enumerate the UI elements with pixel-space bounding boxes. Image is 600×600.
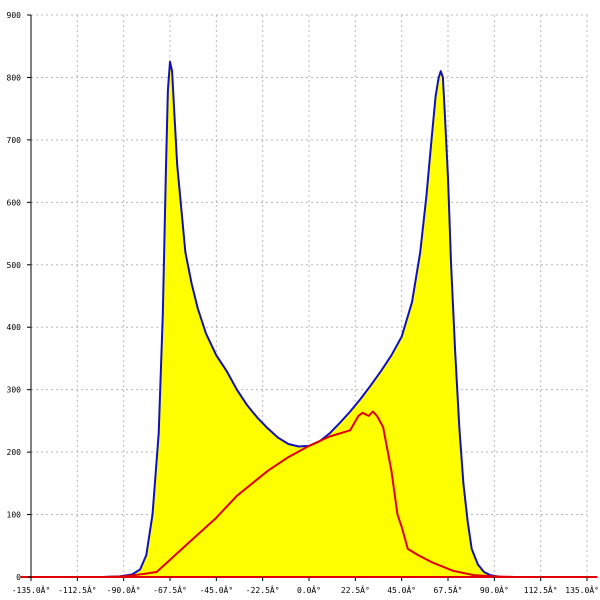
y-tick-label-9: 900 xyxy=(7,11,22,20)
x-tick-label-9: 67.5Â° xyxy=(434,584,463,595)
x-tick-label-10: 90.0Â° xyxy=(480,584,509,595)
series-layer xyxy=(20,60,598,578)
series-0-area xyxy=(103,61,515,578)
series-1-line xyxy=(103,410,515,578)
x-tick-label-2: -90.0Â° xyxy=(107,584,141,595)
y-tick-label-0: 0 xyxy=(16,573,21,582)
y-tick-label-3: 300 xyxy=(7,386,22,395)
y-tick-label-1: 100 xyxy=(7,511,22,520)
x-tick-label-3: -67.5Â° xyxy=(153,584,187,595)
x-tick-label-6: 0.0Â° xyxy=(297,584,321,595)
x-tick-label-5: -22.5Â° xyxy=(246,584,280,595)
y-tick-label-6: 600 xyxy=(7,198,22,207)
x-tick-labels: -135.0Â° -112.5Â° -90.0Â° -67.5Â° -45.0Â° -22… xyxy=(12,584,599,595)
y-tick-label-4: 400 xyxy=(7,323,22,332)
x-tick-label-0: -135.0Â° xyxy=(12,584,51,595)
y-tick-labels: 0 100 200 300 400 500 600 700 800 900 xyxy=(7,11,22,582)
y-tick-label-5: 500 xyxy=(7,261,22,270)
x-tick-label-7: 22.5Â° xyxy=(341,584,370,595)
x-tick-label-11: 112.5Â° xyxy=(524,584,558,595)
axes xyxy=(27,14,588,581)
y-tick-label-7: 700 xyxy=(7,136,22,145)
y-tick-label-2: 200 xyxy=(7,448,22,457)
y-tick-label-8: 800 xyxy=(7,73,22,82)
x-tick-label-8: 45.0Â° xyxy=(387,584,416,595)
x-tick-label-4: -45.0Â° xyxy=(199,584,233,595)
x-tick-label-1: -112.5Â° xyxy=(58,584,97,595)
x-tick-label-12: 135.0Â° xyxy=(565,584,599,595)
